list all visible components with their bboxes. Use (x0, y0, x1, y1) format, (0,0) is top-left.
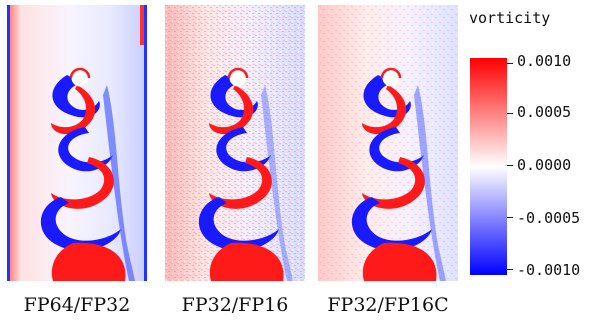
colorbar-tick (507, 63, 513, 64)
colorbar-tick-label: -0.0005 (517, 209, 581, 227)
vortex-street (198, 75, 293, 281)
panel-fp32-fp16c (318, 5, 458, 281)
vorticity-field-fp32-fp16c (318, 5, 458, 281)
cylinder-icon (71, 69, 89, 87)
colorbar-tick-label: 0.0000 (517, 156, 572, 174)
vortex-street (351, 75, 446, 281)
colorbar (470, 58, 507, 275)
vortex-street (40, 75, 135, 281)
colorbar-title: vorticity (469, 9, 551, 27)
colorbar-tick (507, 113, 513, 114)
caption-fp32-fp16: FP32/FP16 (181, 294, 289, 316)
caption-fp32-fp16c: FP32/FP16C (327, 294, 449, 316)
panel-fp32-fp16 (165, 5, 305, 281)
cylinder-icon (382, 69, 400, 87)
cylinder-icon (229, 69, 247, 87)
colorbar-tick-label: -0.0010 (517, 261, 581, 279)
colorbar-tick-label: 0.0005 (517, 103, 572, 121)
colorbar-tick (507, 269, 513, 270)
colorbar-tick (507, 165, 513, 166)
colorbar-tick-label: 0.0010 (517, 52, 572, 70)
caption-fp64-fp32: FP64/FP32 (23, 294, 131, 316)
vorticity-field-fp32-fp16 (165, 5, 305, 281)
vorticity-field-fp64-fp32 (7, 5, 147, 281)
colorbar-tick (507, 217, 513, 218)
panel-fp64-fp32 (7, 5, 147, 281)
